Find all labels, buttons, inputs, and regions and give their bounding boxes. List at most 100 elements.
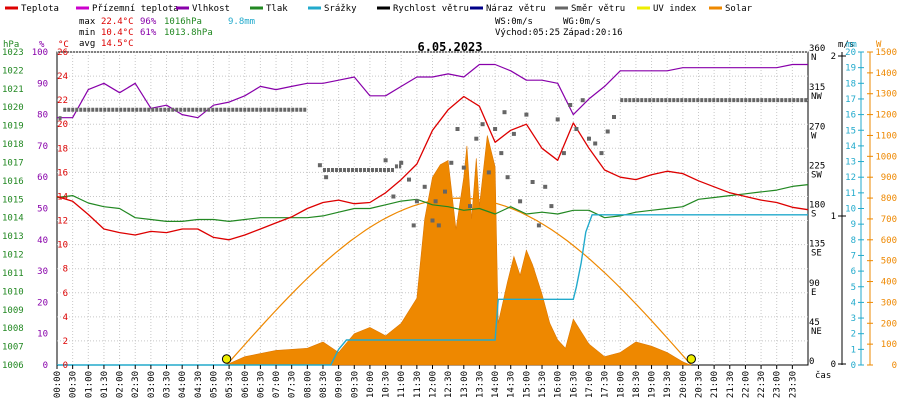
legend-label: Vlhkost [192, 4, 230, 14]
w-tick-label: 1300 [875, 90, 897, 100]
time-tick-label: 22:30 [757, 371, 767, 398]
time-tick-label: 16:00 [554, 371, 564, 398]
stats-min-temp: 10.4°C [101, 28, 134, 38]
direction-degree-label: 135 [809, 240, 825, 250]
pct-tick-label: 10 [37, 330, 48, 340]
hpa-tick-label: 1022 [2, 66, 24, 76]
time-tick-label: 18:30 [632, 371, 642, 398]
time-tick-label: 14:00 [491, 371, 501, 398]
pct-tick-label: 40 [37, 236, 48, 246]
mm-tick-label: 13 [845, 158, 856, 168]
mm-tick-label: 0 [851, 361, 856, 371]
ms-axis-unit: m/s [838, 40, 854, 50]
stats-max-label: max [79, 17, 96, 27]
hpa-tick-label: 1014 [2, 214, 24, 224]
hpa-tick-label: 1010 [2, 287, 24, 297]
mm-tick-label: 11 [845, 189, 856, 199]
hpa-tick-label: 1018 [2, 140, 24, 150]
time-tick-label: 08:30 [319, 371, 329, 398]
time-axis-label: čas [815, 370, 831, 381]
mm-tick-label: 1 [851, 345, 856, 355]
time-tick-label: 19:30 [663, 371, 673, 398]
wind-direction-point [455, 127, 460, 131]
w-tick-label: 100 [881, 340, 897, 350]
time-tick-label: 10:00 [366, 371, 376, 398]
temp-tick-label: 4 [63, 313, 68, 323]
wind-direction-point [499, 151, 504, 156]
hpa-tick-label: 1020 [2, 103, 24, 113]
w-tick-label: 1400 [875, 69, 897, 79]
direction-degree-label: 315 [809, 83, 825, 93]
temp-tick-label: 14 [57, 192, 68, 202]
time-tick-label: 02:00 [116, 371, 126, 398]
wind-direction-point [502, 110, 507, 115]
time-tick-label: 18:00 [616, 371, 626, 398]
w-tick-label: 1200 [875, 111, 897, 121]
w-tick-label: 500 [881, 257, 897, 267]
time-tick-label: 23:30 [788, 371, 798, 398]
direction-compass-label: NE [811, 327, 822, 337]
legend-label: Teplota [21, 4, 59, 14]
time-tick-label: 06:30 [256, 371, 266, 398]
w-tick-label: 1500 [875, 48, 897, 58]
pct-tick-label: 0 [43, 361, 48, 371]
wind-direction-point [414, 199, 419, 204]
w-tick-label: 900 [881, 173, 897, 183]
wind-direction-point [443, 189, 447, 194]
stats-rain: 9.8mm [228, 17, 255, 27]
time-tick-label: 15:00 [522, 371, 532, 398]
time-tick-label: 13:30 [475, 371, 485, 398]
hpa-tick-label: 1021 [2, 85, 24, 95]
w-tick-label: 1000 [875, 152, 897, 162]
mm-tick-label: 10 [845, 205, 856, 215]
wind-direction-point [474, 136, 479, 141]
ms-tick-label: 2 [831, 52, 836, 62]
wind-direction-point [480, 122, 485, 127]
stats-block: max 22.4°C 96% 1016hPa 9.8mm min 10.4°C … [79, 17, 623, 54]
humidity-line [57, 63, 808, 119]
stats-avg-temp: 14.5°C [101, 39, 134, 49]
mm-tick-label: 4 [851, 298, 856, 308]
time-tick-label: 00:30 [69, 371, 79, 398]
legend-label: UV index [653, 4, 697, 14]
sunrise-info: Východ:05:25 [495, 28, 560, 38]
pct-tick-label: 50 [37, 205, 48, 215]
temp-tick-label: 8 [63, 265, 68, 275]
temp-tick-label: 18 [57, 144, 68, 154]
time-tick-label: 09:00 [335, 371, 345, 398]
wind-direction-point [612, 115, 616, 119]
temperature-line [56, 95, 809, 241]
time-tick-label: 20:30 [695, 371, 705, 398]
time-tick-label: 05:00 [210, 371, 220, 398]
legend-label: Rychlost větru [393, 4, 469, 14]
temp-tick-label: 20 [57, 120, 68, 130]
wind-direction-point [422, 184, 427, 189]
direction-compass-label: NW [811, 92, 822, 102]
mm-tick-label: 6 [851, 267, 856, 277]
wind-direction-point [555, 117, 560, 122]
ms-tick-label: 0 [831, 360, 836, 370]
direction-compass-label: W [811, 131, 817, 141]
w-tick-label: 1100 [875, 131, 897, 141]
mm-tick-label: 5 [851, 283, 856, 293]
stats-max-press: 1016hPa [164, 17, 202, 27]
wind-direction-point [317, 163, 322, 168]
pct-tick-label: 100 [32, 48, 48, 58]
wind-direction-point [391, 194, 396, 199]
mm-tick-label: 20 [845, 48, 856, 58]
time-tick-label: 20:00 [679, 371, 689, 398]
wind-direction-point [430, 218, 435, 223]
direction-compass-label: SE [811, 249, 822, 259]
sunrise-marker [221, 354, 232, 364]
direction-degree-label: 360 [809, 44, 825, 54]
wind-direction-point [407, 177, 411, 182]
wind-direction-point [549, 204, 554, 209]
hpa-tick-label: 1007 [2, 343, 24, 353]
pressure-line [56, 184, 809, 222]
time-tick-label: 07:00 [272, 371, 282, 398]
hpa-tick-label: 1015 [2, 195, 24, 205]
temp-tick-label: 26 [57, 48, 68, 58]
direction-degree-label: 45 [809, 318, 820, 328]
mm-tick-label: 17 [845, 95, 856, 105]
